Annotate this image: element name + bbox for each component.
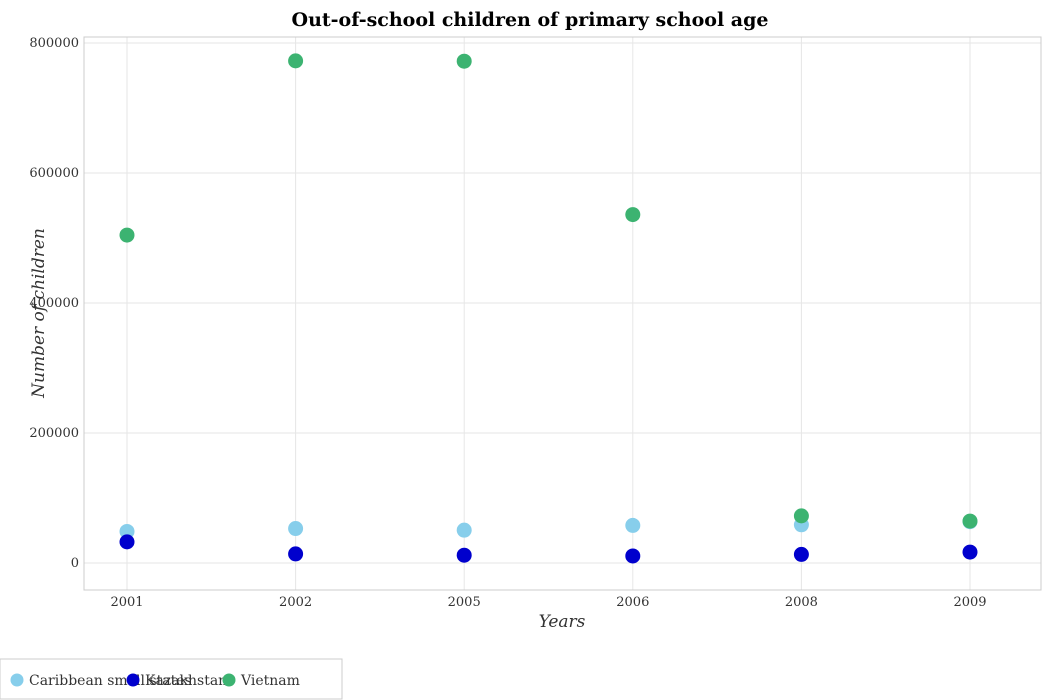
x-tick-label: 2009: [953, 595, 986, 610]
x-axis-label: Years: [539, 612, 586, 632]
data-point: [288, 53, 304, 69]
y-tick-label: 600000: [29, 166, 79, 181]
data-point: [119, 523, 135, 539]
y-axis-ticks: 0 200000 400000 600000 800000: [29, 36, 79, 571]
data-point: [119, 227, 135, 243]
legend-marker: [126, 673, 140, 687]
data-point: [962, 544, 978, 560]
data-point: [119, 534, 135, 550]
x-tick-label: 2006: [616, 595, 649, 610]
y-tick-label: 400000: [29, 296, 79, 311]
data-point: [456, 53, 472, 69]
y-axis-label: Number of children: [29, 228, 49, 399]
x-tick-label: 2002: [279, 595, 312, 610]
data-point: [288, 521, 304, 537]
data-point: [625, 517, 641, 533]
data-points: [119, 53, 978, 564]
x-axis-ticks: 2001 2002 2005 2006 2008 2009: [110, 595, 986, 610]
plot-area-border: [83, 36, 1042, 591]
legend-label: Vietnam: [240, 673, 300, 689]
x-tick-label: 2005: [448, 595, 481, 610]
chart-title: Out-of-school children of primary school…: [292, 9, 769, 31]
data-point: [625, 207, 641, 223]
data-point: [793, 508, 809, 524]
legend-marker: [10, 673, 24, 687]
grid-lines: [84, 37, 1041, 590]
y-tick-label: 0: [71, 556, 79, 571]
y-tick-label: 200000: [29, 426, 79, 441]
legend-label: Caribbean small states: [29, 673, 192, 689]
legend-label: Kazakhstan: [145, 673, 227, 689]
data-point: [962, 513, 978, 529]
data-point: [288, 546, 304, 562]
legend-box: [0, 658, 343, 700]
legend-marker: [222, 673, 236, 687]
data-point: [625, 548, 641, 564]
x-tick-label: 2001: [110, 595, 143, 610]
x-tick-label: 2008: [785, 595, 818, 610]
data-point: [793, 546, 809, 562]
data-point: [456, 522, 472, 538]
y-tick-label: 800000: [29, 36, 79, 51]
data-point: [456, 547, 472, 563]
